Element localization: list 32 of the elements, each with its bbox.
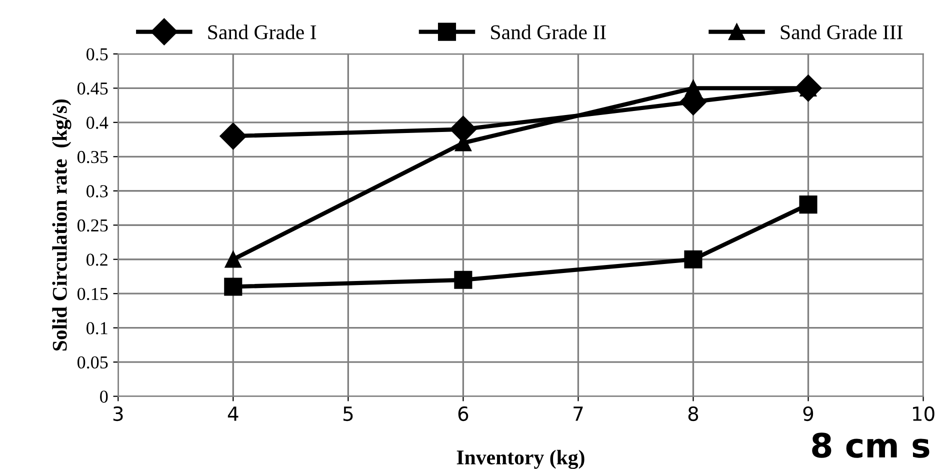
y-tick-label: 0 — [100, 390, 108, 403]
y-axis-title: Solid Circulation rate (kg/s) — [52, 99, 72, 351]
x-tick-label: 6 — [458, 406, 468, 422]
x-axis-title: Inventory (kg) — [456, 450, 584, 469]
x-tick-label: 3 — [113, 406, 123, 422]
y-tick-label: 0.1 — [86, 322, 108, 334]
y-tick-label: 0.35 — [77, 150, 108, 164]
point — [220, 122, 247, 150]
x-tick-label: 10 — [913, 406, 934, 422]
x-tick-label: 9 — [803, 406, 814, 422]
x-tick-label: 8 — [688, 406, 698, 422]
point — [684, 250, 702, 268]
point — [684, 80, 702, 97]
legend-label: Sand Grade I — [208, 24, 316, 40]
y-tick-label: 0.2 — [86, 254, 108, 266]
legend-label: Sand Grade II — [491, 24, 606, 40]
legend-label: Sand Grade III — [780, 24, 903, 40]
text: 8 cm s — [812, 432, 930, 458]
x-tick-label: 4 — [228, 406, 238, 421]
y-tick-label: 0.25 — [77, 219, 108, 232]
point — [454, 270, 472, 289]
y-tick-label: 0.45 — [77, 82, 108, 95]
point — [224, 251, 242, 268]
point — [799, 196, 818, 214]
y-tick-label: 0.15 — [77, 288, 108, 300]
x-tick-label: 5 — [343, 406, 353, 422]
x-tick-label: 7 — [574, 406, 583, 421]
y-tick-label: 0.3 — [86, 185, 108, 198]
y-tick-label: 0.4 — [86, 116, 108, 129]
y-tick-label: 0.5 — [86, 48, 108, 60]
point — [224, 278, 242, 296]
y-tick-label: 0.05 — [77, 356, 108, 369]
